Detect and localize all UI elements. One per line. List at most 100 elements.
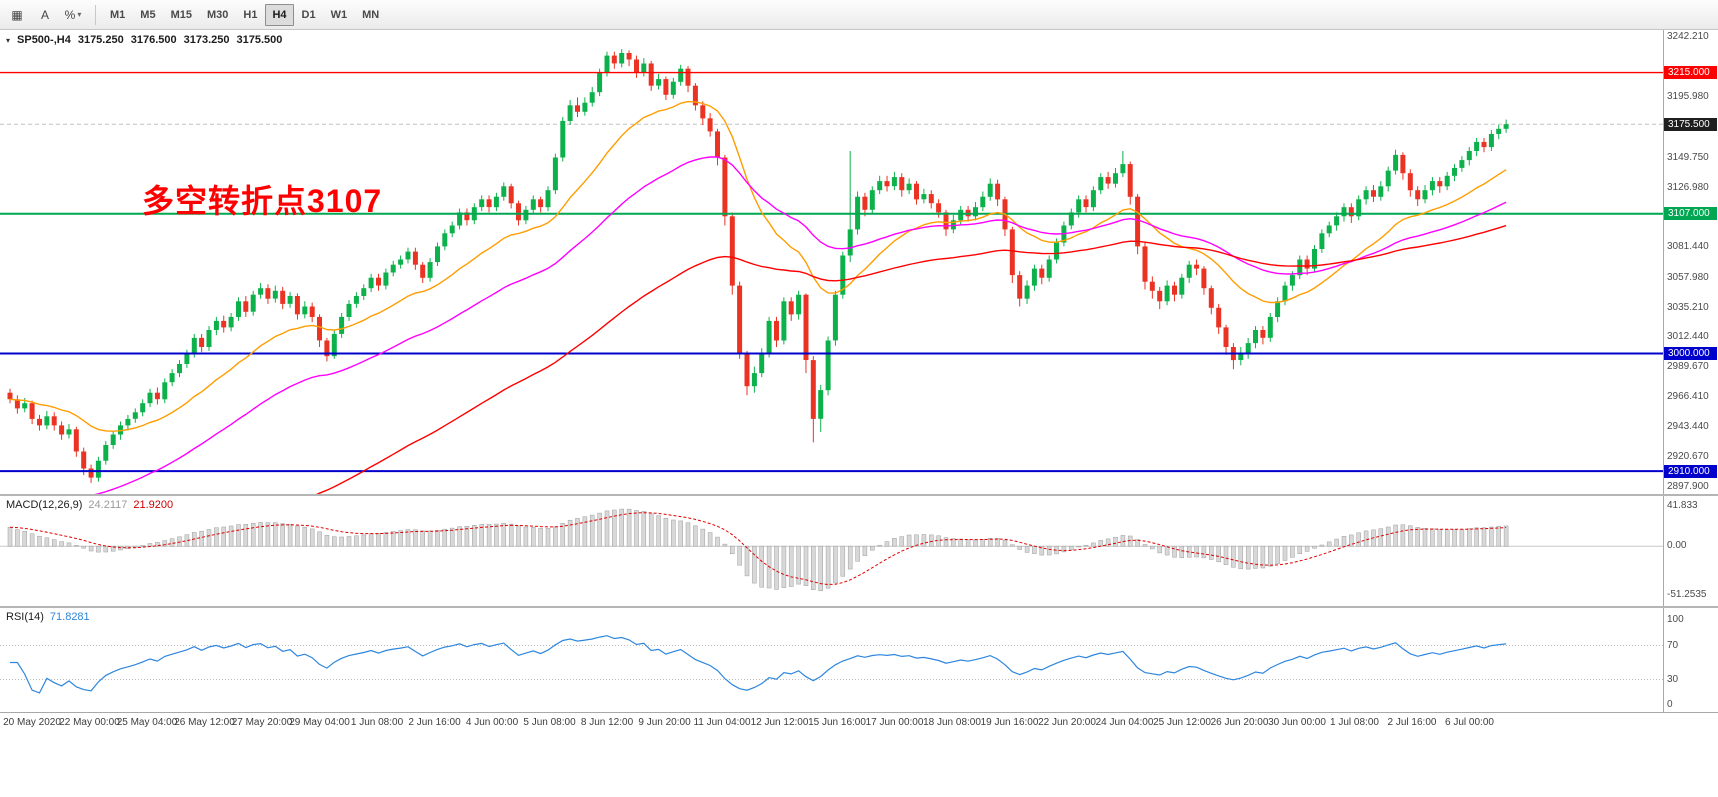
macd-axis-label: 41.833 — [1667, 500, 1698, 511]
price-tick-label: 2943.440 — [1667, 421, 1709, 433]
time-axis-label: 17 Jun 00:00 — [865, 717, 924, 728]
chart-window-icon[interactable]: ▦ — [11, 7, 23, 22]
time-axis-label: 4 Jun 00:00 — [465, 717, 519, 728]
price-panel[interactable]: ▾ SP500-,H4 3175.250 3176.500 3173.250 3175.5… — [0, 30, 1718, 494]
text-tool-icon[interactable]: A — [40, 7, 49, 22]
price-tick-label: 3242.210 — [1667, 31, 1709, 43]
toolbar-separator — [95, 4, 96, 25]
price-tick-label: 3149.750 — [1667, 151, 1709, 163]
macd-panel[interactable]: MACD(12,26,9) 24.2117 21.9200 41.833 0.00 -5… — [0, 496, 1718, 606]
time-axis-label: 8 Jun 12:00 — [580, 717, 634, 728]
rsi-value: 71.8281 — [49, 611, 90, 623]
panel-separator[interactable] — [0, 494, 1718, 496]
time-axis-label: 1 Jun 08:00 — [350, 717, 404, 728]
time-axis-label: 26 Jun 20:00 — [1210, 717, 1269, 728]
price-tick-label: 3081.440 — [1667, 241, 1709, 253]
rsi-label: RSI(14) 71.8281 — [6, 611, 96, 623]
price-tag-3000.000: 3000.000 — [1664, 347, 1717, 361]
time-axis-label: 25 May 04:00 — [116, 717, 178, 728]
price-tick-label: 2897.900 — [1667, 480, 1709, 492]
ohlc-close: 3175.500 — [236, 34, 283, 46]
rsi-name: RSI(14) — [6, 611, 44, 623]
macd-axis-label: 0.00 — [1667, 540, 1687, 552]
tool-button-group: ▦ A % ▾ — [4, 3, 88, 27]
percent-scale-tool-icon[interactable]: % ▾ — [64, 7, 82, 22]
price-tick-label: 3035.210 — [1667, 301, 1709, 313]
timeframe-group: M1 M5 M15 M30 H1 H4 D1 W1 MN — [103, 3, 387, 26]
time-axis-label: 15 Jun 16:00 — [808, 717, 866, 728]
symbol-label: SP500-,H4 — [17, 34, 71, 46]
ma-fast-line — [9, 100, 1507, 432]
macd-axis-label: -51.2535 — [1667, 589, 1707, 601]
macd-name: MACD(12,26,9) — [6, 499, 83, 511]
time-axis-label: 6 Jul 00:00 — [1445, 717, 1494, 728]
macd-chart-canvas[interactable] — [0, 496, 1718, 606]
macd-signal-line — [9, 512, 1507, 586]
timeframe-button-w1[interactable]: W1 — [330, 8, 348, 21]
chart-annotation-text[interactable]: 多空转折点3107 — [142, 183, 383, 219]
panel-separator[interactable] — [0, 606, 1718, 608]
time-axis-label: 11 Jun 04:00 — [693, 717, 751, 728]
symbol-ohlc-header: ▾ SP500-,H4 3175.250 3176.500 3173.250 3175.5… — [6, 34, 289, 46]
price-tick-label: 3195.980 — [1667, 91, 1709, 103]
macd-main-value: 24.2117 — [88, 499, 128, 511]
price-tick-label: 3057.980 — [1667, 271, 1709, 283]
time-axis-label: 22 May 00:00 — [59, 717, 120, 728]
time-axis-label: 5 Jun 08:00 — [523, 717, 576, 728]
timeframe-button-m15[interactable]: M15 — [170, 8, 192, 21]
macd-signal-value: 21.9200 — [133, 499, 174, 511]
timeframe-button-d1[interactable]: D1 — [301, 8, 316, 21]
rsi-axis-label: 30 — [1667, 673, 1679, 685]
price-tag-2910.000: 2910.000 — [1664, 464, 1717, 478]
rsi-axis-label: 70 — [1667, 639, 1679, 651]
time-axis-label: 26 May 12:00 — [174, 717, 235, 728]
dropdown-caret-icon: ▾ — [77, 10, 82, 19]
time-axis-label: 9 Jun 20:00 — [638, 717, 691, 728]
time-axis-label: 22 Jun 20:00 — [1038, 717, 1096, 728]
price-tick-label: 3126.980 — [1667, 181, 1709, 193]
time-axis-label: 19 Jun 16:00 — [980, 717, 1039, 728]
time-axis[interactable]: 20 May 2020 22 May 00:00 25 May 04:00 26 Ma… — [0, 712, 1718, 735]
timeframe-button-mn[interactable]: MN — [362, 8, 380, 21]
time-axis-label: 30 Jun 00:00 — [1268, 717, 1326, 728]
rsi-line — [10, 635, 1507, 694]
macd-label: MACD(12,26,9) 24.2117 21.9200 — [6, 499, 179, 511]
time-axis-label: 1 Jul 08:00 — [1330, 717, 1379, 728]
symbol-marker-icon: ▾ — [6, 36, 11, 45]
rsi-chart-canvas[interactable] — [0, 608, 1718, 712]
time-axis-label: 29 May 04:00 — [289, 717, 350, 728]
ma-slow-line — [316, 224, 1507, 494]
time-axis-label: 24 Jun 04:00 — [1095, 717, 1154, 728]
price-tick-label: 2989.670 — [1667, 361, 1709, 373]
timeframe-button-h1[interactable]: H1 — [243, 8, 258, 21]
price-tick-label: 2966.410 — [1667, 391, 1709, 403]
price-tag-3175.500: 3175.500 — [1664, 117, 1717, 131]
candles — [7, 49, 1509, 483]
time-axis-label: 25 Jun 12:00 — [1153, 717, 1211, 728]
rsi-axis-label: 100 — [1667, 614, 1684, 625]
price-tag-3107.000: 3107.000 — [1664, 207, 1717, 221]
timeframe-button-m30[interactable]: M30 — [206, 8, 229, 21]
time-axis-label: 2 Jul 16:00 — [1387, 717, 1437, 728]
timeframe-button-m1[interactable]: M1 — [110, 8, 126, 21]
time-axis-label: 18 Jun 08:00 — [923, 717, 981, 728]
price-tick-label: 2920.670 — [1667, 451, 1709, 463]
rsi-panel[interactable]: RSI(14) 71.8281 100 70 30 0 — [0, 608, 1718, 712]
time-axis-label: 2 Jun 16:00 — [408, 717, 461, 728]
timeframe-button-m5[interactable]: M5 — [140, 8, 156, 21]
timeframe-button-h4[interactable]: H4 — [265, 3, 294, 26]
time-axis-label: 27 May 20:00 — [231, 717, 293, 728]
ohlc-high: 3176.500 — [130, 34, 177, 46]
price-chart-canvas[interactable] — [0, 30, 1718, 494]
rsi-axis-label: 0 — [1667, 699, 1673, 710]
ma-medium-line — [94, 156, 1507, 494]
price-tag-3215.000: 3215.000 — [1664, 66, 1717, 80]
time-axis-label: 20 May 2020 — [3, 717, 61, 728]
price-tick-label: 3012.440 — [1667, 331, 1709, 343]
macd-histogram — [7, 508, 1509, 592]
time-axis-label: 12 Jun 12:00 — [750, 717, 809, 728]
toolbar: ▦ A % ▾ M1 M5 M15 M30 H1 H4 D1 W1 MN — [0, 0, 1718, 30]
ohlc-open: 3175.250 — [77, 34, 124, 46]
ohlc-low: 3173.250 — [183, 34, 230, 46]
